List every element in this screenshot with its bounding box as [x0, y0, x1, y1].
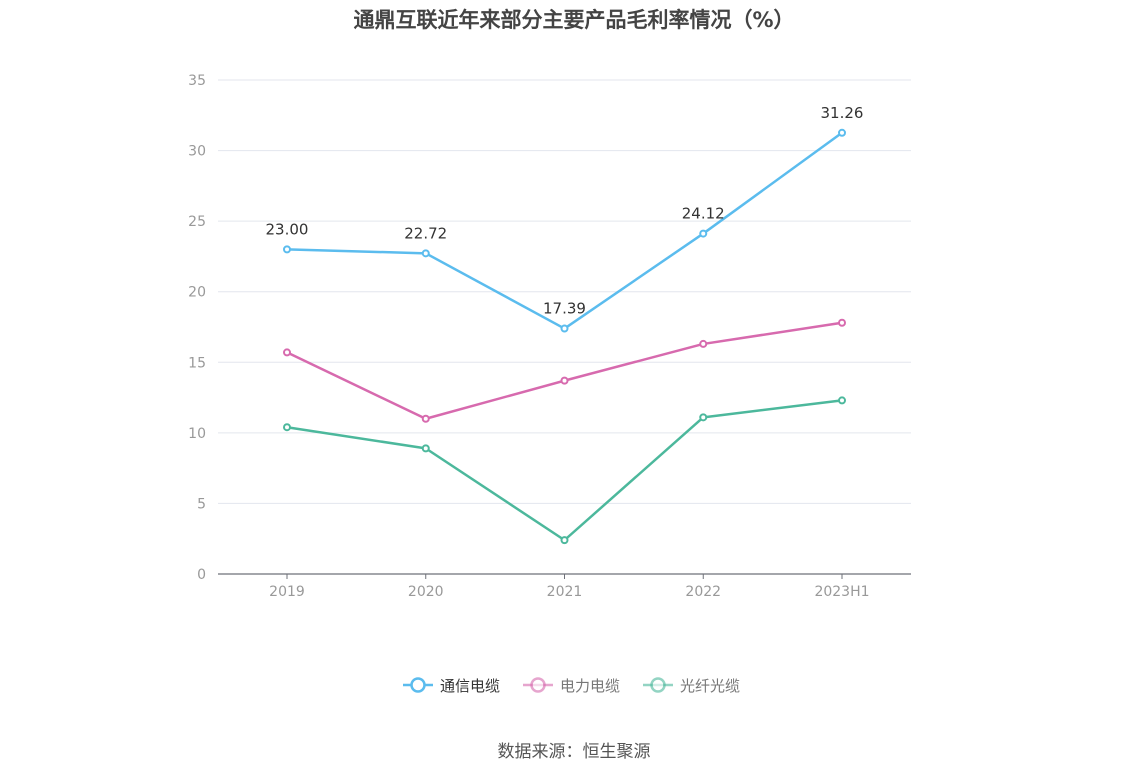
series-line: [286, 321, 843, 420]
data-label: 24.12: [682, 205, 725, 223]
data-point: [283, 423, 291, 432]
data-point: [838, 396, 846, 405]
grid-lines: [218, 79, 911, 504]
y-tick-label: 35: [188, 73, 206, 89]
y-tick-label: 15: [188, 355, 206, 371]
y-tick-label: 10: [188, 426, 206, 442]
y-tick-label: 20: [188, 285, 206, 301]
y-tick-label: 25: [188, 214, 206, 230]
data-label: 23.00: [266, 220, 309, 238]
data-point: [560, 536, 569, 545]
chart-title: 通鼎互联近年来部分主要产品毛利率情况（%）: [353, 8, 795, 32]
x-tick-label: 2021: [547, 584, 583, 600]
x-tick-label: 2020: [408, 584, 444, 600]
legend-marker: [410, 677, 426, 693]
data-point: [560, 324, 569, 333]
data-point: [421, 414, 430, 423]
data-labels: 23.00 22.72 17.39 24.12 31.26: [266, 104, 864, 318]
series-line: [286, 399, 843, 542]
x-axis: 2019 2020 2021 2022 2023H1: [218, 573, 911, 600]
x-tick-label: 2022: [685, 584, 721, 600]
y-axis: 0 5 10 15 20 25 30 35: [188, 73, 206, 583]
y-tick-label: 0: [197, 567, 206, 583]
legend-item: 电力电缆: [523, 677, 620, 695]
data-label: 22.72: [404, 224, 447, 242]
legend-label: 通信电缆: [440, 677, 500, 695]
data-point: [699, 229, 708, 238]
data-label: 17.39: [543, 300, 586, 318]
legend-marker: [530, 677, 546, 693]
x-tick-label: 2019: [269, 584, 305, 600]
data-point: [421, 444, 430, 453]
y-tick-label: 30: [188, 144, 206, 160]
data-point: [283, 245, 291, 254]
legend-label: 电力电缆: [560, 677, 620, 695]
data-point: [699, 413, 708, 422]
data-point: [838, 318, 846, 327]
legend: 通信电缆 电力电缆 光纤光缆: [403, 677, 740, 695]
data-point: [699, 339, 708, 348]
x-tick-label: 2023H1: [814, 584, 869, 600]
data-point: [421, 249, 430, 258]
data-point: [283, 348, 291, 357]
legend-marker: [650, 677, 666, 693]
data-label: 31.26: [821, 104, 864, 122]
y-tick-label: 5: [197, 496, 206, 512]
data-point: [560, 376, 569, 385]
data-point: [838, 128, 846, 137]
data-source: 数据来源：恒生聚源: [497, 742, 651, 762]
legend-item: 通信电缆: [403, 677, 500, 695]
legend-item: 光纤光缆: [643, 677, 740, 695]
series-lines: [283, 128, 846, 545]
legend-label: 光纤光缆: [680, 677, 740, 695]
